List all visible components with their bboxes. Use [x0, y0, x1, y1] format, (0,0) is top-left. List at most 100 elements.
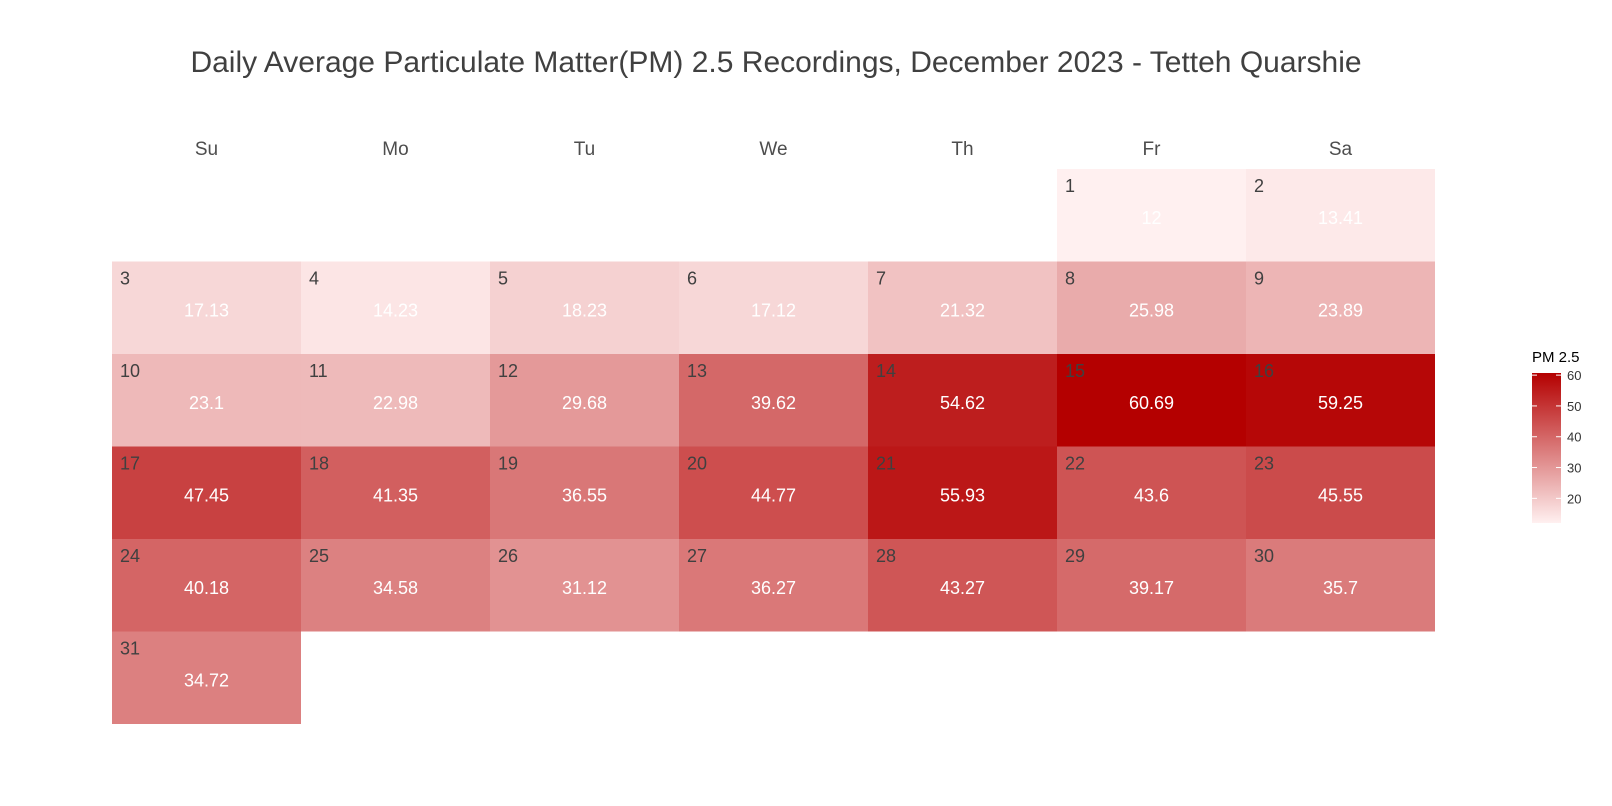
day-cell [1246, 539, 1435, 632]
day-cell [1246, 169, 1435, 262]
day-number: 28 [876, 546, 896, 566]
legend-tick-label: 20 [1567, 491, 1581, 506]
day-cell [112, 539, 301, 632]
day-number: 26 [498, 546, 518, 566]
value-label: 41.35 [373, 486, 418, 506]
day-cell [301, 261, 490, 354]
value-label: 39.17 [1129, 578, 1174, 598]
legend-tick-label: 30 [1567, 461, 1581, 476]
legend-tick-label: 50 [1567, 399, 1581, 414]
day-number: 8 [1065, 269, 1075, 289]
value-label: 36.27 [751, 578, 796, 598]
day-number: 3 [120, 269, 130, 289]
value-label: 13.41 [1318, 208, 1363, 228]
value-label: 43.27 [940, 578, 985, 598]
value-label: 21.32 [940, 301, 985, 321]
value-label: 47.45 [184, 486, 229, 506]
day-number: 16 [1254, 361, 1274, 381]
day-cell [1246, 261, 1435, 354]
day-cell [1057, 261, 1246, 354]
day-cell [490, 539, 679, 632]
value-label: 29.68 [562, 393, 607, 413]
day-number: 5 [498, 269, 508, 289]
day-cell [1246, 446, 1435, 539]
legend-tick-label: 60 [1567, 368, 1581, 383]
value-label: 59.25 [1318, 393, 1363, 413]
value-label: 18.23 [562, 301, 607, 321]
value-label: 22.98 [373, 393, 418, 413]
weekday-header: Su [195, 139, 218, 160]
value-label: 17.13 [184, 301, 229, 321]
day-number: 30 [1254, 546, 1274, 566]
day-cell [679, 446, 868, 539]
value-label: 43.6 [1134, 486, 1169, 506]
legend-colorbar [1532, 373, 1561, 523]
weekday-header: We [759, 139, 787, 160]
value-label: 45.55 [1318, 486, 1363, 506]
day-cell [1057, 446, 1246, 539]
value-label: 39.62 [751, 393, 796, 413]
weekday-header: Tu [574, 139, 595, 160]
value-label: 60.69 [1129, 393, 1174, 413]
day-number: 23 [1254, 454, 1274, 474]
value-label: 55.93 [940, 486, 985, 506]
day-cell [490, 261, 679, 354]
day-number: 12 [498, 361, 518, 381]
day-cell [868, 539, 1057, 632]
day-number: 9 [1254, 269, 1264, 289]
day-number: 29 [1065, 546, 1085, 566]
day-cell [301, 539, 490, 632]
day-cell [301, 354, 490, 447]
day-number: 6 [687, 269, 697, 289]
value-label: 25.98 [1129, 301, 1174, 321]
weekday-header: Fr [1143, 139, 1162, 160]
value-label: 23.1 [189, 393, 224, 413]
day-number: 11 [309, 361, 328, 381]
day-cell [679, 354, 868, 447]
day-cell [1057, 354, 1246, 447]
value-label: 34.72 [184, 671, 229, 691]
weekday-headers: Su Mo Tu We Th Fr Sa [195, 139, 1353, 160]
day-number: 13 [687, 361, 707, 381]
day-number: 15 [1065, 361, 1085, 381]
legend-title: PM 2.5 [1532, 349, 1580, 366]
day-number: 17 [120, 454, 140, 474]
value-label: 17.12 [751, 301, 796, 321]
day-cell [1246, 354, 1435, 447]
day-number: 24 [120, 546, 140, 566]
day-cell [112, 261, 301, 354]
day-number: 25 [309, 546, 329, 566]
day-cell [679, 539, 868, 632]
day-number: 19 [498, 454, 518, 474]
value-label: 40.18 [184, 578, 229, 598]
day-number: 18 [309, 454, 329, 474]
value-label: 31.12 [562, 578, 607, 598]
value-label: 54.62 [940, 393, 985, 413]
value-label: 14.23 [373, 301, 418, 321]
day-number: 10 [120, 361, 140, 381]
day-cell [301, 446, 490, 539]
day-number: 31 [120, 639, 140, 659]
day-cell [490, 354, 679, 447]
weekday-header: Sa [1329, 139, 1353, 160]
weekday-header: Mo [382, 139, 408, 160]
day-cell [112, 446, 301, 539]
day-cell [490, 446, 679, 539]
day-number: 2 [1254, 176, 1264, 196]
day-number: 4 [309, 269, 319, 289]
day-cell [112, 354, 301, 447]
color-legend: PM 2.5 20 30 40 50 60 [1532, 349, 1581, 523]
value-label: 23.89 [1318, 301, 1363, 321]
legend-tick-label: 40 [1567, 430, 1581, 445]
day-cell [1057, 169, 1246, 262]
day-cell [1057, 539, 1246, 632]
day-number: 14 [876, 361, 896, 381]
calendar-cells: 112213.41317.13414.23518.23617.12721.328… [112, 169, 1435, 724]
value-label: 35.7 [1323, 578, 1358, 598]
day-cell [868, 446, 1057, 539]
day-number: 21 [876, 454, 896, 474]
day-number: 22 [1065, 454, 1085, 474]
day-number: 20 [687, 454, 707, 474]
value-label: 12 [1141, 208, 1161, 228]
